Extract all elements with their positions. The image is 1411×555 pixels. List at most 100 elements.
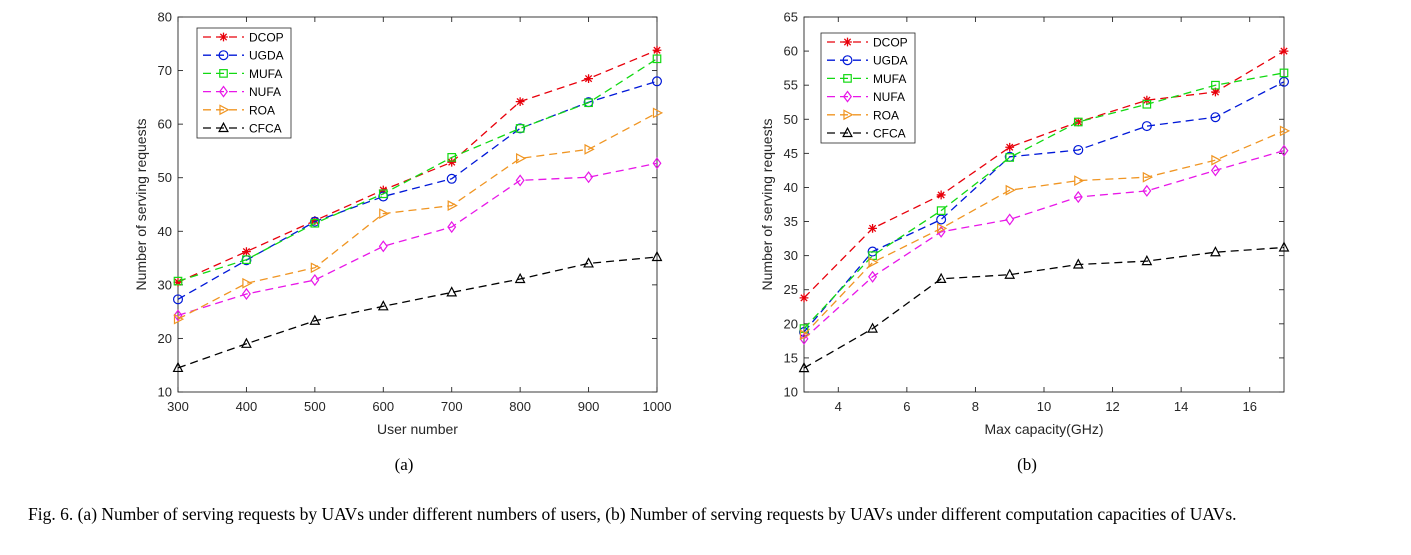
series-line-mufa: [177, 58, 658, 282]
subfigure-label: (a): [395, 455, 414, 474]
data-point-roa: [937, 222, 948, 234]
data-point-dcop: [447, 157, 457, 167]
data-point-roa: [1005, 184, 1016, 196]
series-line-nufa: [177, 162, 658, 317]
legend-marker-cfca: [842, 126, 853, 138]
y-tick-label: 45: [784, 146, 798, 161]
data-point-cfca: [514, 272, 526, 284]
data-point-cfca: [1278, 241, 1290, 252]
data-point-dcop: [1073, 117, 1083, 127]
y-tick-label: 10: [784, 385, 798, 400]
y-tick-label: 60: [784, 44, 798, 59]
y-axis-label: Number of serving requests: [759, 119, 775, 291]
legend-label-ugda: UGDA: [249, 49, 284, 63]
data-point-dcop: [515, 97, 525, 107]
series-line-roa: [803, 130, 1285, 336]
data-point-ugda: [1073, 144, 1084, 155]
data-point-mufa: [515, 124, 525, 133]
data-point-mufa: [447, 153, 457, 162]
data-point-nufa: [584, 171, 594, 184]
data-point-nufa: [241, 287, 251, 301]
legend: DCOP UGDA MUFA NUFA ROA CFCA: [196, 27, 292, 139]
x-axis-label: Max capacity(GHz): [984, 421, 1103, 437]
y-tick-label: 70: [158, 63, 172, 78]
data-point-cfca: [798, 362, 810, 373]
data-point-nufa: [1073, 190, 1083, 204]
data-point-ugda: [651, 76, 662, 87]
y-tick-label: 55: [784, 78, 798, 93]
data-point-cfca: [867, 322, 878, 333]
series-line-nufa: [803, 149, 1285, 340]
data-point-nufa: [1005, 213, 1015, 226]
chart-a: 300 400 500 600 700 800 900 1000 10 20 30 40 50 60 70 8…: [133, 10, 671, 475]
data-point-cfca: [1210, 246, 1221, 257]
y-tick-label: 10: [158, 385, 172, 400]
data-point-roa: [1279, 125, 1291, 137]
data-point-ugda: [446, 173, 457, 184]
x-tick-label: 14: [1174, 399, 1188, 414]
data-point-nufa: [799, 332, 809, 345]
legend-marker-ugda: [842, 55, 853, 66]
y-tick-label: 50: [158, 170, 172, 185]
legend-marker-dcop: [843, 37, 852, 47]
data-point-roa: [173, 313, 185, 325]
data-point-mufa: [1211, 80, 1220, 90]
data-point-dcop: [868, 223, 877, 233]
data-point-dcop: [1211, 87, 1220, 97]
legend-label-cfca: CFCA: [249, 122, 282, 136]
x-tick-label: 4: [835, 399, 842, 414]
y-axis-label: Number of serving requests: [133, 119, 149, 291]
legend-label-ugda: UGDA: [873, 54, 908, 68]
data-point-roa: [1211, 154, 1222, 166]
data-point-nufa: [515, 174, 525, 187]
data-point-roa: [379, 208, 390, 220]
data-point-nufa: [868, 270, 878, 283]
y-tick-label: 30: [158, 277, 172, 292]
legend-marker-ugda: [218, 50, 229, 61]
data-point-dcop: [584, 74, 593, 84]
x-tick-label: 10: [1037, 399, 1051, 414]
x-tick-label: 500: [304, 399, 326, 414]
data-point-cfca: [1072, 258, 1084, 269]
legend-marker-nufa: [843, 90, 852, 103]
data-point-ugda: [798, 327, 809, 338]
data-point-dcop: [242, 247, 251, 257]
legend-marker-roa: [843, 109, 854, 121]
data-point-ugda: [867, 246, 878, 257]
legend-marker-mufa: [219, 69, 228, 78]
data-point-ugda: [309, 216, 320, 227]
legend-marker-mufa: [843, 74, 852, 83]
x-axis-label: User number: [377, 421, 458, 437]
data-point-mufa: [1279, 68, 1289, 78]
series-line-roa: [177, 112, 658, 320]
x-tick-label: 12: [1105, 399, 1119, 414]
data-point-ugda: [378, 191, 389, 202]
data-point-mufa: [1005, 153, 1015, 162]
legend-marker-cfca: [218, 121, 229, 133]
legend-label-roa: ROA: [873, 108, 899, 122]
series-line-dcop: [803, 50, 1285, 299]
data-point-dcop: [652, 45, 662, 55]
data-point-mufa: [584, 98, 593, 108]
x-tick-label: 300: [167, 399, 189, 414]
data-point-ugda: [936, 214, 947, 225]
data-point-roa: [799, 329, 811, 341]
legend-label-nufa: NUFA: [873, 90, 905, 104]
data-point-dcop: [173, 277, 183, 287]
data-point-nufa: [378, 240, 388, 253]
data-point-roa: [584, 143, 595, 155]
subfigure-label: (b): [1017, 455, 1037, 474]
y-tick-label: 65: [784, 10, 798, 25]
y-tick-label: 40: [784, 180, 798, 195]
data-point-nufa: [173, 309, 183, 322]
legend-label-roa: ROA: [249, 103, 275, 117]
data-point-roa: [242, 277, 253, 289]
data-point-roa: [447, 200, 458, 211]
legend-label-dcop: DCOP: [873, 36, 908, 50]
data-point-cfca: [651, 250, 663, 262]
legend-marker-roa: [219, 104, 230, 116]
legend-label-cfca: CFCA: [873, 127, 906, 141]
data-point-roa: [1142, 171, 1153, 183]
data-point-roa: [868, 257, 879, 268]
legend-box: [196, 27, 292, 139]
